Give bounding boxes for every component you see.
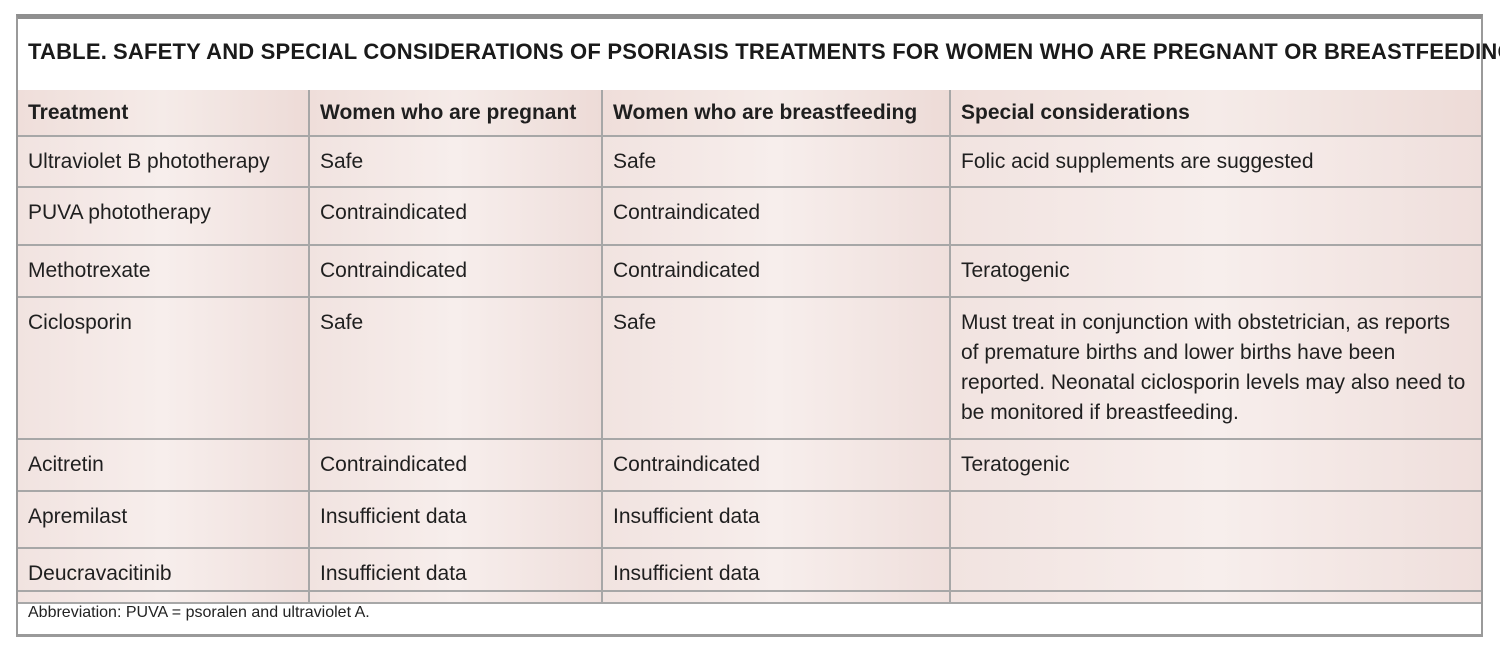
cell-special-considerations <box>949 490 1481 549</box>
cell-special-considerations: Folic acid supplements are suggested <box>949 135 1481 188</box>
table-row: Acitretin Contraindicated Contraindicate… <box>18 438 1481 492</box>
cell-breastfeeding: Insufficient data <box>601 490 951 549</box>
cell-pregnant: Contraindicated <box>308 244 603 298</box>
cell-treatment: Ultraviolet B phototherapy <box>18 135 310 188</box>
table-title: TABLE. SAFETY AND SPECIAL CONSIDERATIONS… <box>18 19 1500 85</box>
table-row: Methotrexate Contraindicated Contraindic… <box>18 244 1481 298</box>
cell-breastfeeding: Contraindicated <box>601 244 951 298</box>
table-footnote: Abbreviation: PUVA = psoralen and ultrav… <box>18 590 1481 634</box>
table-row: Apremilast Insufficient data Insufficien… <box>18 490 1481 549</box>
header-cell-treatment: Treatment <box>18 90 310 137</box>
table-container: Treatment Women who are pregnant Women w… <box>18 90 1481 604</box>
cell-special-considerations <box>949 547 1481 604</box>
header-cell-breastfeeding: Women who are breastfeeding <box>601 90 951 137</box>
table-title-label: TABLE. <box>28 39 108 64</box>
cell-breastfeeding: Insufficient data <box>601 547 951 604</box>
cell-breastfeeding: Contraindicated <box>601 438 951 492</box>
cell-special-considerations: Teratogenic <box>949 244 1481 298</box>
cell-pregnant: Safe <box>308 135 603 188</box>
cell-treatment: Acitretin <box>18 438 310 492</box>
table-row: Deucravacitinib Insufficient data Insuff… <box>18 547 1481 604</box>
cell-pregnant: Safe <box>308 296 603 440</box>
cell-pregnant: Insufficient data <box>308 490 603 549</box>
cell-special-considerations <box>949 186 1481 246</box>
treatments-table: Treatment Women who are pregnant Women w… <box>18 90 1481 604</box>
cell-breastfeeding: Safe <box>601 296 951 440</box>
cell-treatment: Ciclosporin <box>18 296 310 440</box>
cell-breastfeeding: Safe <box>601 135 951 188</box>
cell-special-considerations: Teratogenic <box>949 438 1481 492</box>
table-row: PUVA phototherapy Contraindicated Contra… <box>18 186 1481 246</box>
header-cell-special-considerations: Special considerations <box>949 90 1481 137</box>
header-row: Treatment Women who are pregnant Women w… <box>18 90 1481 137</box>
table-title-text: SAFETY AND SPECIAL CONSIDERATIONS OF PSO… <box>113 39 1500 64</box>
cell-pregnant: Insufficient data <box>308 547 603 604</box>
cell-breastfeeding: Contraindicated <box>601 186 951 246</box>
table-row: Ciclosporin Safe Safe Must treat in conj… <box>18 296 1481 440</box>
cell-treatment: Apremilast <box>18 490 310 549</box>
cell-treatment: Methotrexate <box>18 244 310 298</box>
cell-pregnant: Contraindicated <box>308 438 603 492</box>
table-row: Ultraviolet B phototherapy Safe Safe Fol… <box>18 135 1481 188</box>
cell-treatment: PUVA phototherapy <box>18 186 310 246</box>
header-cell-pregnant: Women who are pregnant <box>308 90 603 137</box>
cell-treatment: Deucravacitinib <box>18 547 310 604</box>
cell-special-considerations: Must treat in conjunction with obstetric… <box>949 296 1481 440</box>
table-frame: TABLE. SAFETY AND SPECIAL CONSIDERATIONS… <box>16 14 1500 637</box>
cell-pregnant: Contraindicated <box>308 186 603 246</box>
